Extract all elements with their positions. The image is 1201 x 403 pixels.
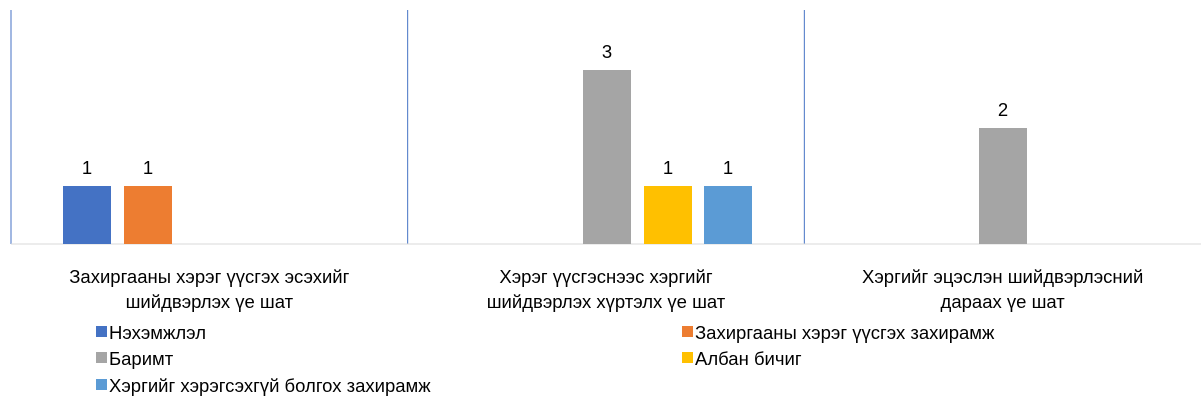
data-label: 3 xyxy=(602,41,612,62)
legend-swatch xyxy=(682,352,693,363)
data-label: 1 xyxy=(663,157,673,178)
bar xyxy=(704,186,752,244)
legend-swatch xyxy=(96,326,107,337)
legend-swatch xyxy=(96,352,107,363)
category-label: Захиргааны хэрэг үүсгэх эсэхийг xyxy=(69,266,349,287)
bar xyxy=(583,70,631,244)
bar xyxy=(124,186,172,244)
legend-label: Нэхэмжлэл xyxy=(109,322,206,343)
bar xyxy=(979,128,1027,244)
bar xyxy=(644,186,692,244)
category-label: Хэргийг эцэслэн шийдвэрлэсний xyxy=(862,266,1143,287)
data-label: 1 xyxy=(82,157,92,178)
data-label: 1 xyxy=(723,157,733,178)
legend-swatch xyxy=(682,326,693,337)
category-label: шийдвэрлэх хүртэлх үе шат xyxy=(487,291,726,312)
legend-swatch xyxy=(96,379,107,390)
bar xyxy=(63,186,111,244)
category-label: Хэрэг үүсгэснээс хэргийг xyxy=(499,266,712,287)
legend-label: Захиргааны хэрэг үүсгэх захирамж xyxy=(695,322,995,343)
data-label: 1 xyxy=(143,157,153,178)
legend-label: Баримт xyxy=(109,348,174,369)
category-label: шийдвэрлэх үе шат xyxy=(126,291,294,312)
legend-label: Албан бичиг xyxy=(695,348,802,369)
data-label: 2 xyxy=(998,99,1008,120)
legend-label: Хэргийг хэрэгсэхгүй болгох захирамж xyxy=(109,375,431,396)
category-label: дараах үе шат xyxy=(941,291,1066,312)
